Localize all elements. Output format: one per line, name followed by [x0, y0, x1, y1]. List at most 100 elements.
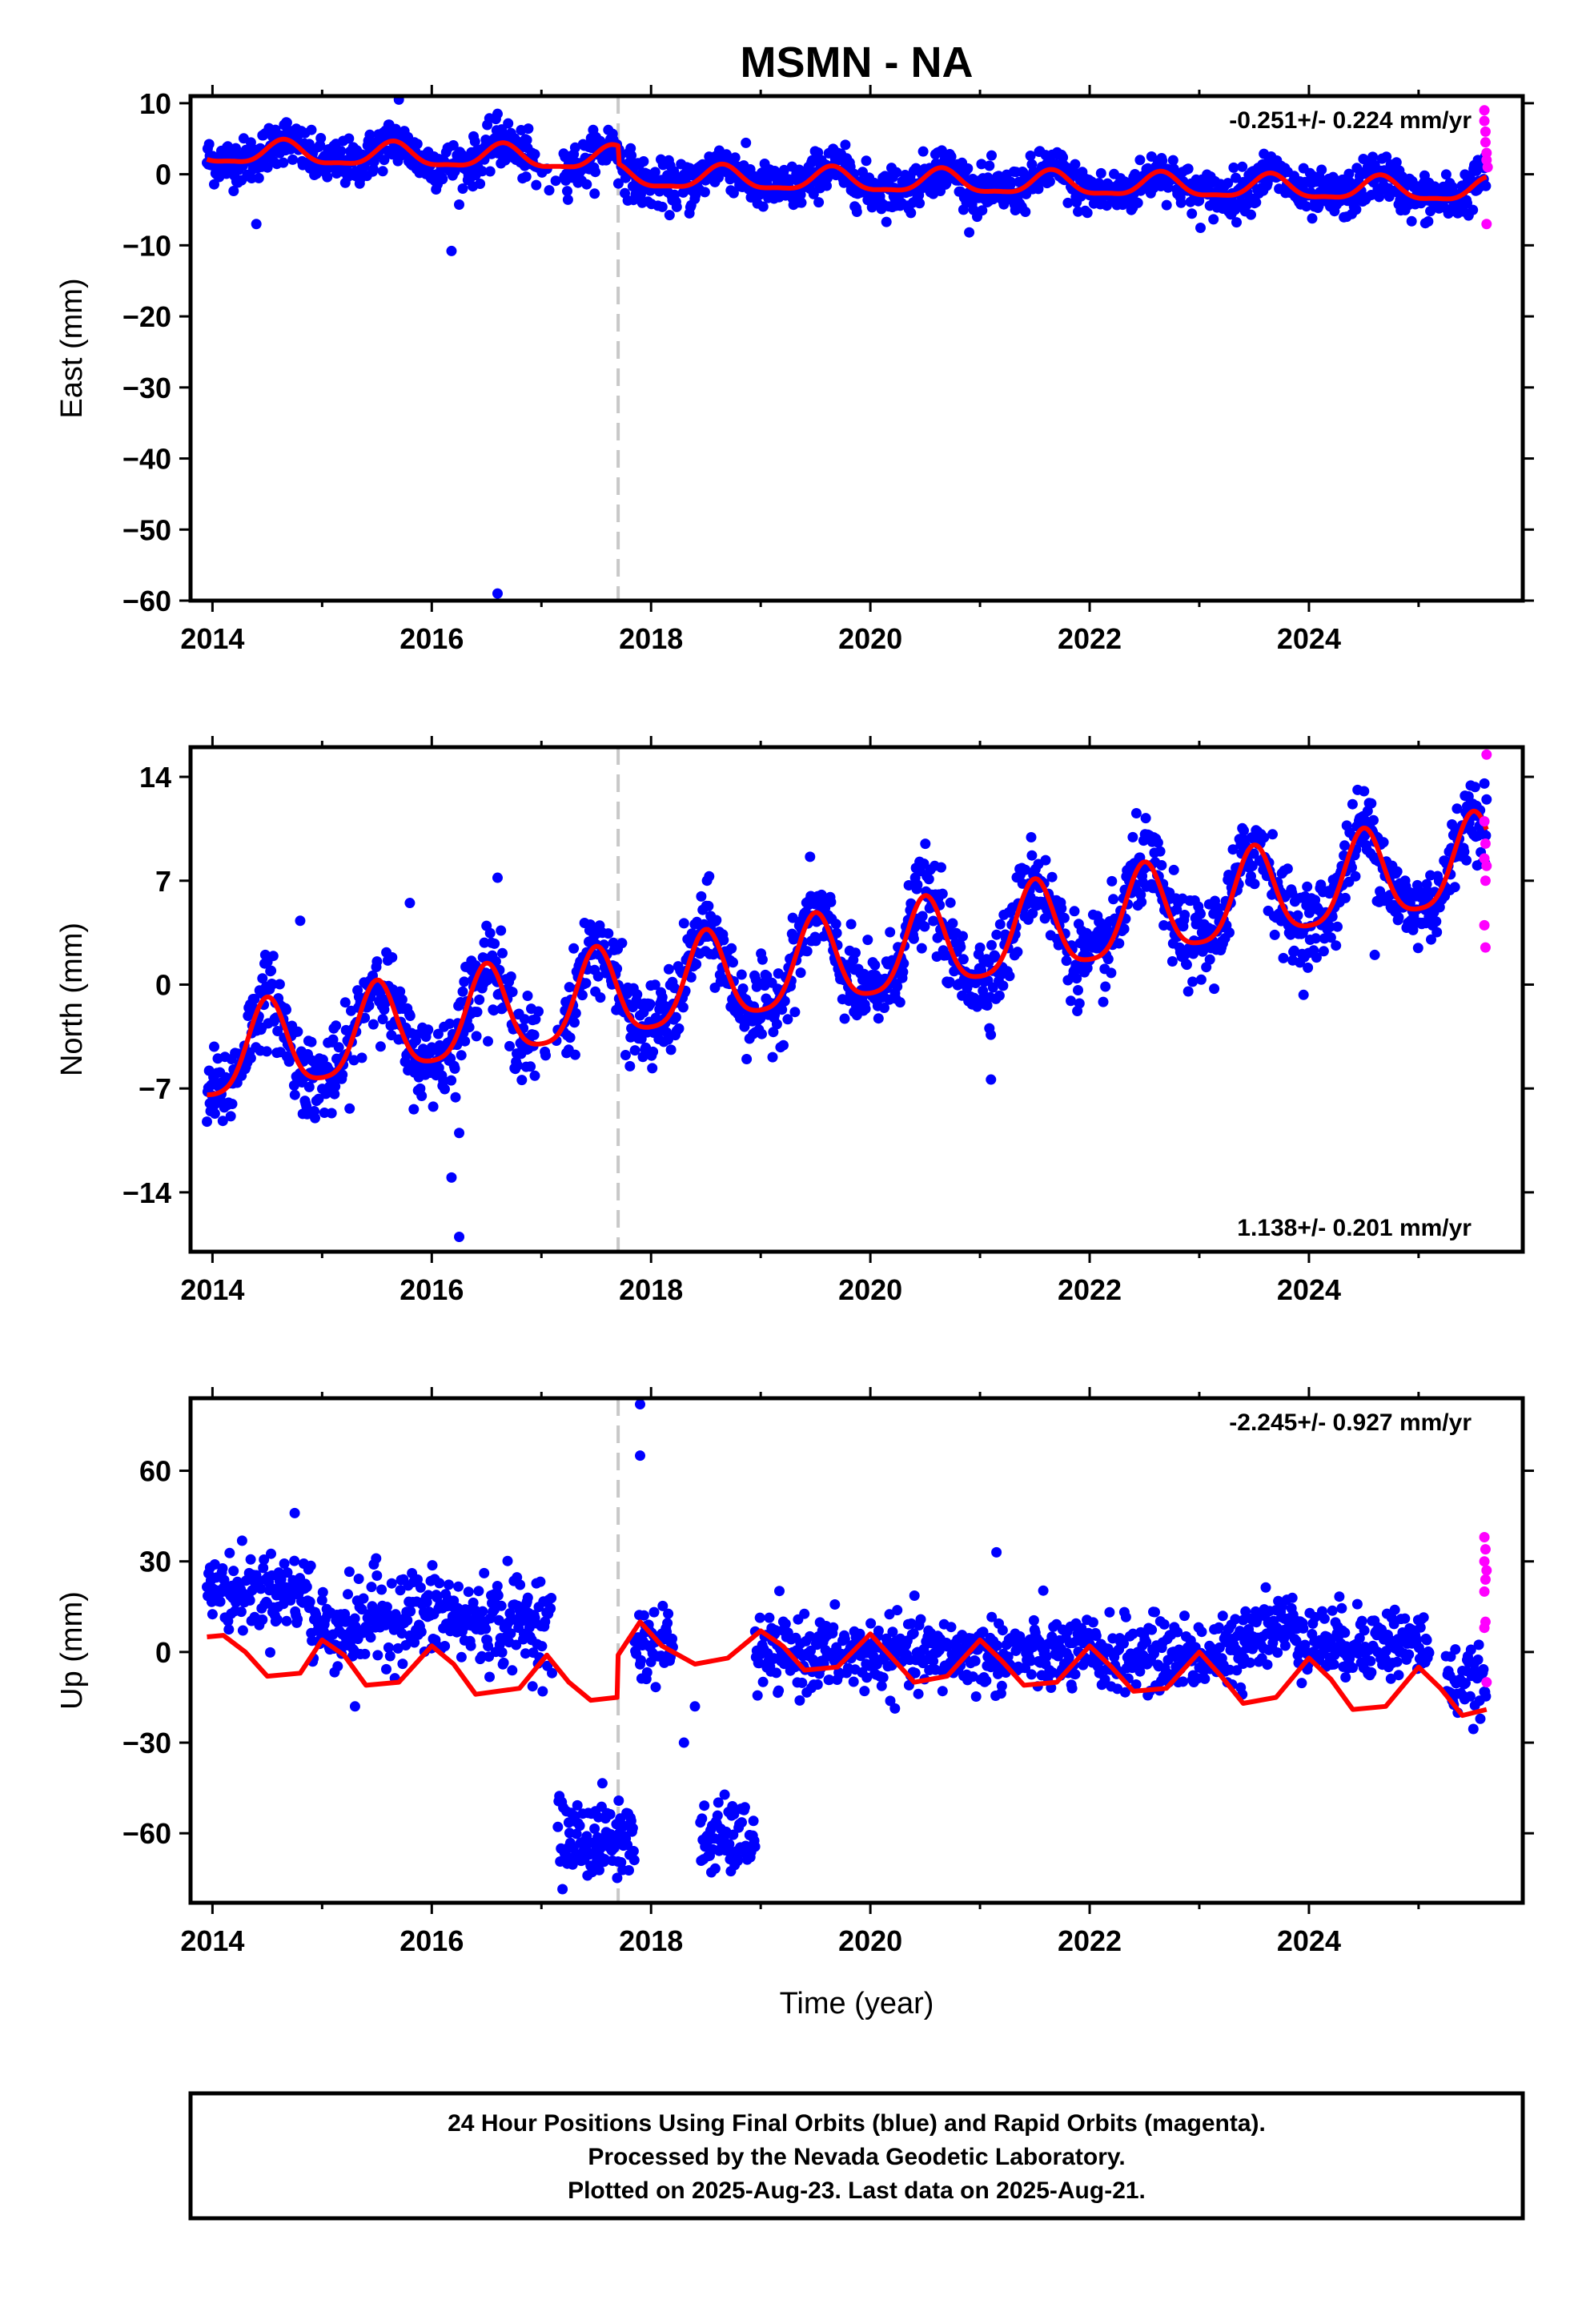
data-point — [571, 1828, 582, 1839]
data-point — [531, 179, 542, 191]
data-point — [848, 1676, 859, 1687]
data-point — [861, 155, 872, 167]
data-point — [310, 1112, 320, 1124]
rapid-point — [1480, 875, 1491, 887]
data-point — [733, 1856, 744, 1866]
data-point — [409, 1637, 420, 1648]
data-point — [519, 1014, 530, 1025]
data-point — [367, 1019, 379, 1030]
data-point — [592, 971, 604, 982]
data-point — [1480, 830, 1492, 841]
data-point — [1307, 213, 1318, 224]
data-point — [1095, 167, 1106, 179]
data-point — [475, 179, 486, 189]
data-point — [928, 1655, 939, 1667]
data-point — [912, 879, 923, 891]
data-point — [1182, 163, 1194, 175]
rapid-point — [1481, 860, 1492, 871]
data-point — [704, 870, 715, 882]
data-point — [986, 150, 997, 161]
data-point — [1238, 1614, 1249, 1626]
figure-title: MSMN - NA — [741, 38, 974, 86]
data-point — [810, 935, 821, 947]
data-point — [645, 1656, 656, 1667]
data-point — [1020, 1663, 1031, 1674]
data-point — [1179, 910, 1191, 920]
data-point — [850, 947, 861, 959]
data-point — [376, 1584, 387, 1595]
data-point — [885, 927, 896, 938]
data-point — [472, 1007, 483, 1018]
data-point — [1136, 896, 1147, 907]
x-tick-label: 2014 — [180, 622, 244, 655]
data-point — [1098, 996, 1109, 1007]
data-point — [1481, 794, 1492, 805]
data-point — [1127, 1628, 1138, 1639]
data-point — [753, 1658, 765, 1669]
data-point — [813, 197, 825, 208]
data-point — [483, 1641, 494, 1651]
data-point — [1166, 956, 1178, 967]
data-point — [1282, 863, 1293, 875]
data-point — [306, 124, 317, 135]
data-point — [1447, 182, 1458, 193]
data-point — [1431, 927, 1443, 938]
data-point — [741, 137, 752, 148]
data-point — [1381, 151, 1392, 163]
data-point — [1161, 199, 1172, 211]
rapid-point — [1479, 816, 1490, 827]
data-point — [699, 1800, 710, 1811]
data-point — [301, 1100, 312, 1112]
data-point — [1004, 971, 1015, 982]
data-point — [981, 1675, 992, 1687]
data-point — [1179, 1610, 1190, 1622]
data-point — [305, 1560, 316, 1571]
data-point — [245, 1052, 256, 1063]
data-point — [464, 1022, 475, 1033]
data-point — [512, 1059, 523, 1071]
data-point — [322, 171, 333, 183]
data-point — [372, 1650, 383, 1661]
data-point — [1332, 921, 1343, 932]
data-point — [840, 139, 851, 151]
data-point — [261, 1046, 272, 1057]
data-point — [656, 201, 668, 212]
data-point — [724, 1839, 735, 1850]
data-point — [908, 1628, 919, 1639]
data-point — [991, 929, 1002, 940]
data-point — [697, 1813, 708, 1824]
data-point — [492, 1581, 503, 1591]
data-point — [1469, 782, 1480, 793]
data-point — [480, 1623, 492, 1634]
outlier-point — [492, 872, 503, 883]
data-point — [438, 1076, 449, 1087]
data-point — [662, 1618, 673, 1629]
data-point — [489, 938, 500, 949]
data-point — [459, 976, 470, 987]
rapid-point — [1481, 219, 1492, 230]
data-point — [1167, 155, 1178, 166]
final-orbits-series — [202, 1399, 1492, 1895]
data-point — [460, 1035, 471, 1047]
data-point — [628, 1855, 640, 1866]
data-point — [1393, 912, 1404, 923]
data-point — [1260, 1582, 1271, 1593]
y-tick-label: −7 — [139, 1072, 171, 1105]
data-point — [437, 174, 448, 185]
data-point — [624, 1060, 636, 1072]
data-point — [326, 1108, 337, 1119]
outlier-point — [454, 1128, 465, 1139]
data-point — [1343, 168, 1355, 179]
data-point — [649, 979, 661, 991]
rapid-point — [1479, 115, 1490, 127]
data-point — [711, 915, 722, 926]
data-point — [812, 1679, 823, 1690]
data-point — [1303, 962, 1314, 973]
data-point — [207, 1609, 218, 1620]
data-point — [533, 1006, 544, 1017]
data-point — [868, 1650, 878, 1661]
y-axis-label: North (mm) — [55, 923, 89, 1076]
data-point — [471, 1031, 482, 1042]
rapid-point — [1482, 162, 1493, 173]
data-point — [638, 1610, 649, 1621]
